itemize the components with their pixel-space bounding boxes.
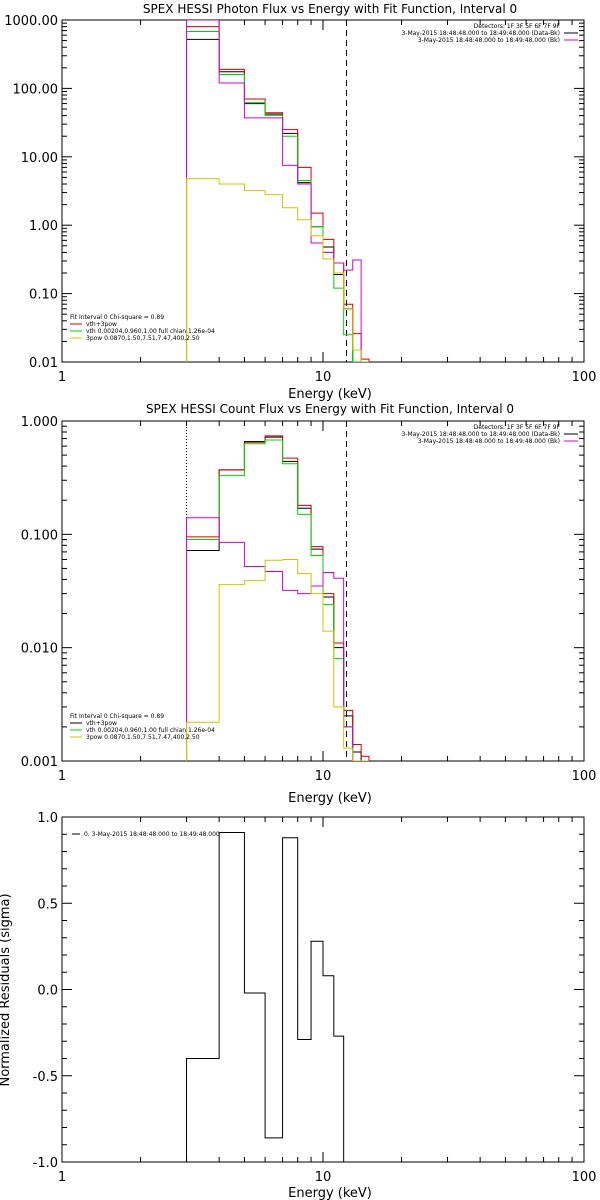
count-flux-y-tick-label: 1.000 <box>21 415 58 430</box>
photon-flux-y-tick-label: 10.00 <box>21 151 58 166</box>
photon-flux-yellow-histogram <box>186 178 369 362</box>
photon-flux-legend-entry: 3pow 0.0870,1.50,7.51,7.47,400,2.50 <box>86 335 200 342</box>
photon-flux-y-tick-label: 100.00 <box>13 82 59 97</box>
residuals-legend-entry: 0. 3-May-2015 18:48:48.000 to 18:49:48.0… <box>84 831 220 838</box>
photon-flux-x-axis-label: Energy (keV) <box>288 387 372 402</box>
residuals-black-histogram <box>186 832 345 1162</box>
residuals-x-tick-label: 10 <box>315 1170 332 1185</box>
photon-flux-y-tick-label: 1.00 <box>29 219 58 234</box>
photon-flux-x-tick-label: 1 <box>58 370 66 385</box>
count-flux-legend-entry: vth 0.00204,0.960,1.00 full chian 1.26e-… <box>86 727 215 734</box>
photon-flux-magenta-histogram <box>186 20 369 362</box>
count-flux-legend-entry: 3-May-2015 18:48:48.000 to 18:49:48.000 … <box>401 431 560 438</box>
count-flux-yellow-histogram <box>186 558 369 761</box>
photon-flux-green-histogram <box>186 30 369 362</box>
count-flux-legend-entry: Fit Interval 0 Chi-square = 0.89 <box>70 713 164 720</box>
residuals-panel: Energy (keV) Normalized Residuals (sigma… <box>0 811 596 1200</box>
count-flux-legend-entry: vth+3pow <box>86 720 117 727</box>
count-flux-x-tick-label: 100 <box>572 769 597 784</box>
photon-flux-plot-area: 1 10 100 0.01 0.10 1.00 10.00 100.00 1000.00 Dete… <box>4 14 596 385</box>
photon-flux-panel: SPEX HESSI Photon Flux vs Energy with Fi… <box>4 2 596 402</box>
photon-flux-legend-entry: 3-May-2015 18:48:48.000 to 18:49:48.000 … <box>401 30 560 37</box>
residuals-y-tick-label: 0.5 <box>37 897 58 912</box>
photon-flux-legend-entry: vth+3pow <box>86 321 117 328</box>
residuals-x-tick-label: 1 <box>58 1170 66 1185</box>
photon-flux-legend-entry: 3-May-2015 18:48:48.000 to 18:49:48.000 … <box>418 37 560 44</box>
residuals-x-axis-label: Energy (keV) <box>288 1186 372 1200</box>
count-flux-legend-entry: Detectors: 1F 3F 5F 6F 7F 9F <box>474 424 561 431</box>
residuals-y-tick-label: 0.0 <box>37 984 58 999</box>
residuals-y-tick-label: -1.0 <box>33 1156 58 1171</box>
count-flux-x-tick-label: 10 <box>315 769 332 784</box>
count-flux-legend-entry: 3-May-2015 18:48:48.000 to 18:49:48.000 … <box>418 438 560 445</box>
photon-flux-x-tick-label: 10 <box>315 370 332 385</box>
photon-flux-title: SPEX HESSI Photon Flux vs Energy with Fi… <box>143 2 517 16</box>
count-flux-panel: SPEX HESSI Count Flux vs Energy with Fit… <box>21 402 597 806</box>
count-flux-plot-area: 1 10 100 0.001 0.010 0.100 1.000 Detectors: 1F … <box>21 415 597 784</box>
residuals-y-axis-label: Normalized Residuals (sigma) <box>0 893 13 1086</box>
count-flux-legend-entry: 3pow 0.0870,1.50,7.51,7.47,400,2.50 <box>86 734 200 741</box>
photon-flux-legend-entry: vth 0.00204,0.960,1.00 full chian 1.26e-… <box>86 328 215 335</box>
count-flux-y-tick-label: 0.001 <box>21 755 58 770</box>
photon-flux-y-tick-label: 0.10 <box>29 288 58 303</box>
residuals-y-tick-label: -0.5 <box>33 1070 58 1085</box>
count-flux-magenta-histogram <box>186 517 369 761</box>
residuals-x-tick-label: 100 <box>572 1170 597 1185</box>
count-flux-y-tick-label: 0.100 <box>21 528 58 543</box>
photon-flux-legend-entry: Fit Interval 0 Chi-square = 0.89 <box>70 314 164 321</box>
photon-flux-y-tick-label: 1000.00 <box>4 14 58 29</box>
count-flux-y-tick-label: 0.010 <box>21 642 58 657</box>
residuals-y-tick-label: 1.0 <box>37 811 58 826</box>
count-flux-x-axis-label: Energy (keV) <box>288 791 372 806</box>
photon-flux-y-tick-label: 0.01 <box>29 356 58 371</box>
photon-flux-x-tick-label: 100 <box>572 370 597 385</box>
residuals-plot-area: 1 10 100 -1.0 -0.5 0.0 0.5 1.0 0. 3-May-2015 18:… <box>33 811 597 1185</box>
count-flux-x-tick-label: 1 <box>58 769 66 784</box>
count-flux-title: SPEX HESSI Count Flux vs Energy with Fit… <box>146 402 514 416</box>
photon-flux-legend-entry: Detectors: 1F 3F 5F 6F 7F 9F <box>474 23 561 30</box>
